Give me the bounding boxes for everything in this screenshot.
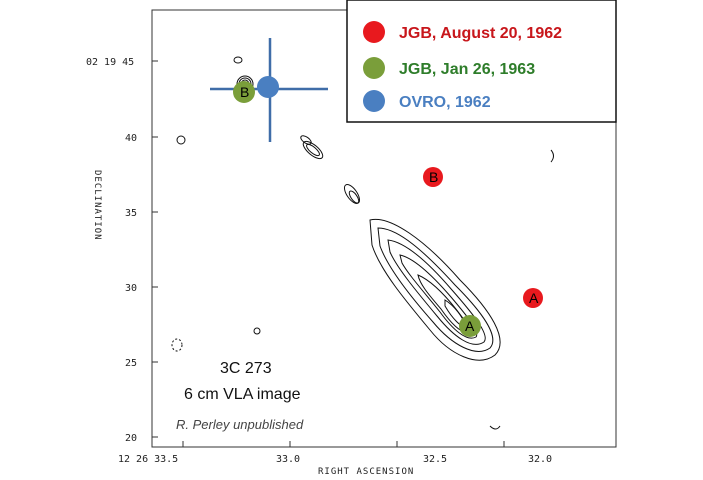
red-marker-b-label: B [429,169,438,185]
ra-tick-label: 32.0 [528,454,552,465]
ra-tick-marks [182,441,505,447]
legend-swatch-green [363,57,385,79]
legend-box [346,0,617,123]
ra-tick-label: 32.5 [423,454,447,465]
green-marker-a [459,315,481,337]
dec-tick-label: 35 [125,208,137,219]
ra-tick-label: 33.0 [276,454,300,465]
blue-marker-ovro [257,76,279,98]
dec-axis-title: DECLINATION [92,170,102,241]
legend-label-blue: OVRO, 1962 [399,94,491,111]
legend-label-green: JGB, Jan 26, 1963 [399,61,535,78]
red-marker-a [523,288,543,308]
red-marker-a-label: A [529,290,539,306]
caption-title: 3C 273 [220,360,272,377]
dec-tick-label: 30 [125,283,137,294]
dec-tick-label: 25 [125,358,137,369]
legend-label-red: JGB, August 20, 1962 [399,25,562,42]
dec-tick-label: 40 [125,133,137,144]
dec-tick-marks [152,60,158,438]
ra-axis-title: RIGHT ASCENSION [318,467,414,477]
green-marker-b-label: B [240,84,249,100]
green-marker-a-label: A [465,318,475,334]
caption-subtitle: 6 cm VLA image [184,386,301,403]
ra-tick-label: 12 26 33.5 [118,454,178,465]
caption-credit: R. Perley unpublished [176,417,304,432]
legend-swatch-blue [363,90,385,112]
red-marker-b [423,167,443,187]
green-marker-b [233,81,255,103]
legend-swatch-red [363,21,385,43]
dec-tick-label: 02 19 45 [86,57,134,68]
dec-tick-label: 20 [125,433,137,444]
